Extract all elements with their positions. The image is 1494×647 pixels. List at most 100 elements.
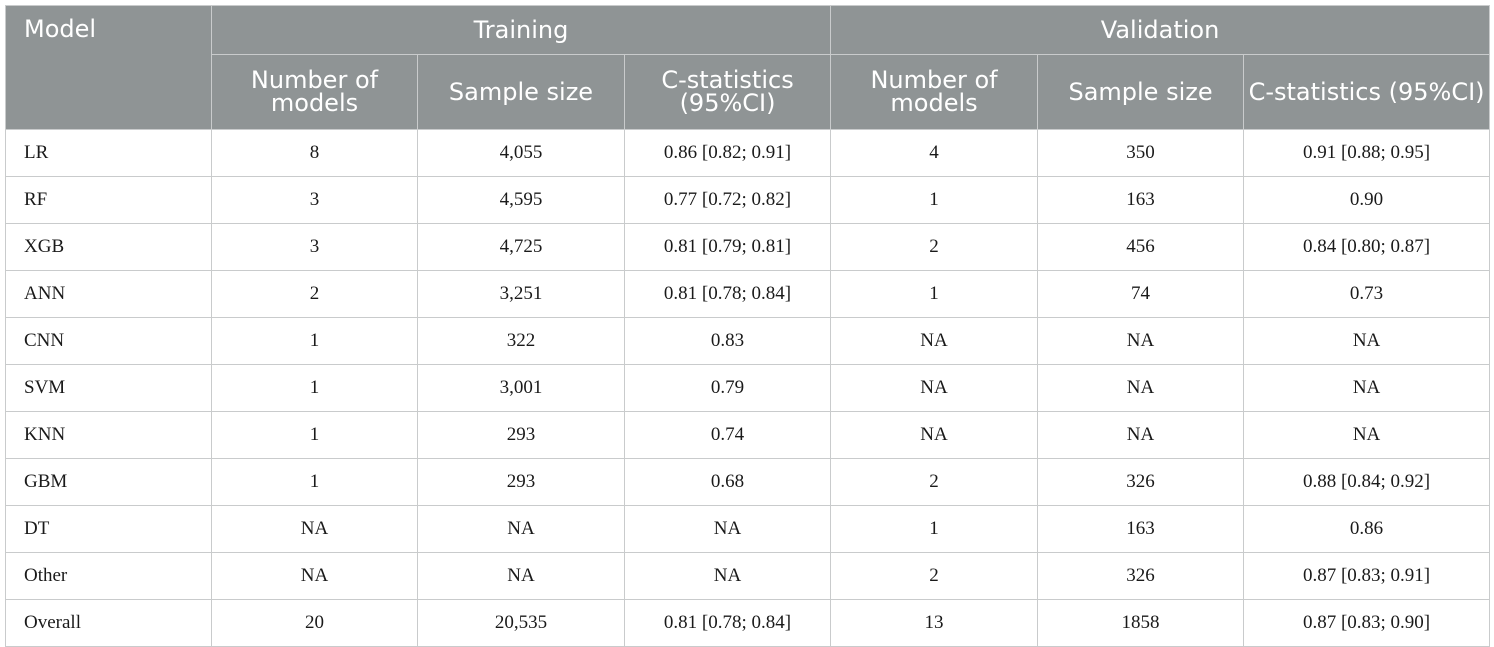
table-header: Model Training Validation Number of mode… [5, 5, 1491, 130]
cell-train-number-of-models: 20 [211, 599, 418, 647]
cell-val-number-of-models: NA [830, 317, 1039, 365]
table-row: SVM 1 3,001 0.79 NA NA NA [5, 364, 1491, 412]
cell-val-sample-size: NA [1037, 317, 1245, 365]
header-training-number-of-models: Number of models [211, 54, 418, 130]
cell-train-c-statistics: 0.81 [0.79; 0.81] [623, 223, 832, 271]
cell-model: GBM [5, 458, 212, 506]
cell-val-number-of-models: 1 [830, 176, 1039, 224]
header-validation: Validation [830, 5, 1491, 55]
cell-val-sample-size: NA [1037, 364, 1245, 412]
table-row: XGB 3 4,725 0.81 [0.79; 0.81] 2 456 0.84… [5, 223, 1491, 271]
cell-train-c-statistics: NA [623, 505, 832, 553]
header-validation-sample-size: Sample size [1037, 54, 1245, 130]
cell-train-c-statistics: 0.79 [623, 364, 832, 412]
table-row: ANN 2 3,251 0.81 [0.78; 0.84] 1 74 0.73 [5, 270, 1491, 318]
header-training-c-statistics: C-statistics (95%CI) [623, 54, 832, 130]
header-training-sample-size: Sample size [417, 54, 625, 130]
cell-val-sample-size: 74 [1037, 270, 1245, 318]
cell-val-number-of-models: 1 [830, 505, 1039, 553]
cell-train-sample-size: 20,535 [417, 599, 625, 647]
cell-train-c-statistics: 0.77 [0.72; 0.82] [623, 176, 832, 224]
cell-val-number-of-models: NA [830, 411, 1039, 459]
cell-train-number-of-models: NA [211, 505, 418, 553]
cell-train-c-statistics: 0.83 [623, 317, 832, 365]
cell-model: KNN [5, 411, 212, 459]
cell-val-c-statistics: 0.86 [1243, 505, 1491, 553]
cell-val-c-statistics: 0.91 [0.88; 0.95] [1243, 129, 1491, 177]
cell-model: CNN [5, 317, 212, 365]
cell-model: Other [5, 552, 212, 600]
cell-train-number-of-models: 8 [211, 129, 418, 177]
cell-val-number-of-models: 2 [830, 223, 1039, 271]
cell-val-number-of-models: 4 [830, 129, 1039, 177]
cell-val-sample-size: 163 [1037, 505, 1245, 553]
cell-train-number-of-models: 1 [211, 458, 418, 506]
header-validation-number-of-models: Number of models [830, 54, 1039, 130]
cell-val-c-statistics: 0.88 [0.84; 0.92] [1243, 458, 1491, 506]
cell-train-number-of-models: 1 [211, 364, 418, 412]
cell-val-number-of-models: 2 [830, 458, 1039, 506]
cell-val-number-of-models: 1 [830, 270, 1039, 318]
cell-train-sample-size: NA [417, 505, 625, 553]
cell-val-sample-size: 1858 [1037, 599, 1245, 647]
cell-train-number-of-models: 2 [211, 270, 418, 318]
cell-val-sample-size: 456 [1037, 223, 1245, 271]
table-row: Other NA NA NA 2 326 0.87 [0.83; 0.91] [5, 552, 1491, 600]
header-validation-c-statistics: C-statistics (95%CI) [1243, 54, 1491, 130]
header-model: Model [5, 5, 212, 130]
header-sub-row: Number of models Sample size C-statistic… [6, 54, 1491, 130]
cell-val-number-of-models: 13 [830, 599, 1039, 647]
cell-train-sample-size: 4,725 [417, 223, 625, 271]
cell-model: XGB [5, 223, 212, 271]
cell-train-number-of-models: 1 [211, 411, 418, 459]
cell-train-c-statistics: 0.81 [0.78; 0.84] [623, 270, 832, 318]
table-row: KNN 1 293 0.74 NA NA NA [5, 411, 1491, 459]
cell-model: Overall [5, 599, 212, 647]
cell-train-c-statistics: 0.74 [623, 411, 832, 459]
cell-val-sample-size: 163 [1037, 176, 1245, 224]
cell-model: DT [5, 505, 212, 553]
table-row: DT NA NA NA 1 163 0.86 [5, 505, 1491, 553]
cell-train-number-of-models: 1 [211, 317, 418, 365]
cell-train-sample-size: 293 [417, 458, 625, 506]
header-training: Training [210, 5, 832, 55]
cell-train-c-statistics: 0.86 [0.82; 0.91] [623, 129, 832, 177]
cell-val-sample-size: 326 [1037, 458, 1245, 506]
table-row: LR 8 4,055 0.86 [0.82; 0.91] 4 350 0.91 … [5, 129, 1491, 177]
cell-val-number-of-models: NA [830, 364, 1039, 412]
cell-val-sample-size: NA [1037, 411, 1245, 459]
cell-val-number-of-models: 2 [830, 552, 1039, 600]
cell-train-number-of-models: 3 [211, 223, 418, 271]
cell-train-sample-size: 293 [417, 411, 625, 459]
cell-val-c-statistics: 0.73 [1243, 270, 1491, 318]
cell-val-c-statistics: 0.84 [0.80; 0.87] [1243, 223, 1491, 271]
cell-val-c-statistics: 0.87 [0.83; 0.91] [1243, 552, 1491, 600]
table-row: Overall 20 20,535 0.81 [0.78; 0.84] 13 1… [5, 599, 1491, 647]
table-body: LR 8 4,055 0.86 [0.82; 0.91] 4 350 0.91 … [5, 129, 1491, 647]
cell-train-sample-size: 4,055 [417, 129, 625, 177]
table-row: CNN 1 322 0.83 NA NA NA [5, 317, 1491, 365]
cell-val-sample-size: 326 [1037, 552, 1245, 600]
cell-train-number-of-models: 3 [211, 176, 418, 224]
table-row: GBM 1 293 0.68 2 326 0.88 [0.84; 0.92] [5, 458, 1491, 506]
cell-train-number-of-models: NA [211, 552, 418, 600]
header-group-row: Model Training Validation [5, 5, 1491, 130]
cell-val-c-statistics: NA [1243, 364, 1491, 412]
cell-val-c-statistics: NA [1243, 411, 1491, 459]
cell-train-sample-size: 3,001 [417, 364, 625, 412]
cell-val-sample-size: 350 [1037, 129, 1245, 177]
cell-model: ANN [5, 270, 212, 318]
cell-train-c-statistics: NA [623, 552, 832, 600]
cell-train-sample-size: 322 [417, 317, 625, 365]
cell-val-c-statistics: 0.87 [0.83; 0.90] [1243, 599, 1491, 647]
cell-model: LR [5, 129, 212, 177]
cell-val-c-statistics: 0.90 [1243, 176, 1491, 224]
cell-model: RF [5, 176, 212, 224]
table-row: RF 3 4,595 0.77 [0.72; 0.82] 1 163 0.90 [5, 176, 1491, 224]
cell-train-c-statistics: 0.68 [623, 458, 832, 506]
cell-train-sample-size: NA [417, 552, 625, 600]
cell-train-sample-size: 3,251 [417, 270, 625, 318]
results-table: Model Training Validation Number of mode… [5, 5, 1491, 647]
cell-train-sample-size: 4,595 [417, 176, 625, 224]
cell-val-c-statistics: NA [1243, 317, 1491, 365]
